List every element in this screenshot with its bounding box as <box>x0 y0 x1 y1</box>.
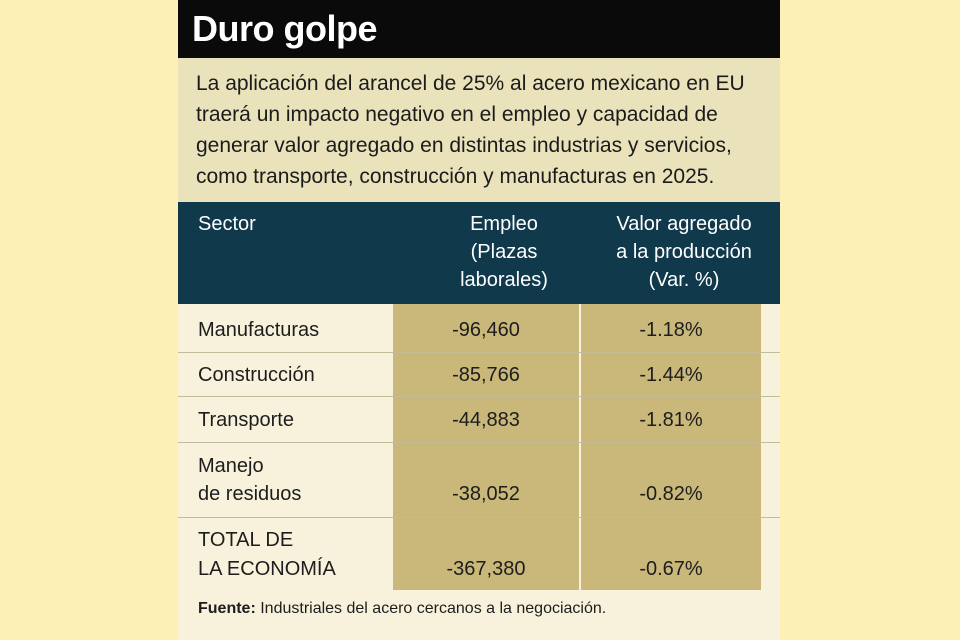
source-note: Fuente: Industriales del acero cercanos … <box>198 600 606 618</box>
table-row-sector: Construcción <box>198 364 315 386</box>
row-divider <box>178 396 780 397</box>
table-row-sector: de residuos <box>198 483 302 505</box>
table-row-sector: TOTAL DE <box>198 529 294 551</box>
table-row-empleo: -38,052 <box>452 483 520 505</box>
table-row-empleo: -85,766 <box>452 364 520 386</box>
column-header-empleo-line-3: laborales) <box>460 269 548 291</box>
column-header-valor: Valor agregado a la producción (Var. %) <box>568 210 800 294</box>
table-row-valor: -1.81% <box>639 409 703 431</box>
row-divider <box>178 352 780 353</box>
column-header-empleo-line-1: Empleo <box>470 213 538 235</box>
table-header: Sector Empleo (Plazas laborales) Valor a… <box>178 202 780 304</box>
table-row-valor: -0.67% <box>639 558 703 580</box>
column-header-valor-line-2: a la producción <box>616 241 752 263</box>
valor-column-highlight <box>581 304 761 590</box>
table-row-sector: Transporte <box>198 409 294 431</box>
table-row-valor: -1.18% <box>639 319 703 341</box>
column-header-valor-line-3: (Var. %) <box>648 269 720 291</box>
page-title: Duro golpe <box>192 8 377 49</box>
column-header-valor-line-1: Valor agregado <box>616 213 752 235</box>
infographic-card: Duro golpe La aplicación del arancel de … <box>178 0 780 640</box>
table-row-valor: -0.82% <box>639 483 703 505</box>
table-row-empleo: -44,883 <box>452 409 520 431</box>
row-divider <box>178 517 780 518</box>
table-row-sector: Manejo <box>198 455 264 477</box>
empleo-column-highlight <box>393 304 579 590</box>
table-row-empleo: -96,460 <box>452 319 520 341</box>
intro-text: La aplicación del arancel de 25% al acer… <box>196 72 745 188</box>
table-row-valor: -1.44% <box>639 364 703 386</box>
source-text: Industriales del acero cercanos a la neg… <box>260 600 607 617</box>
row-divider <box>178 442 780 443</box>
column-header-empleo: Empleo (Plazas laborales) <box>388 210 620 294</box>
intro-box: La aplicación del arancel de 25% al acer… <box>178 58 780 202</box>
table-row-sector: LA ECONOMÍA <box>198 558 336 580</box>
column-header-empleo-line-2: (Plazas <box>470 241 538 263</box>
table-row-empleo: -367,380 <box>446 558 526 580</box>
title-bar: Duro golpe <box>178 0 780 58</box>
column-header-sector: Sector <box>198 213 256 235</box>
source-label: Fuente: <box>198 600 256 617</box>
table-row-sector: Manufacturas <box>198 319 320 341</box>
